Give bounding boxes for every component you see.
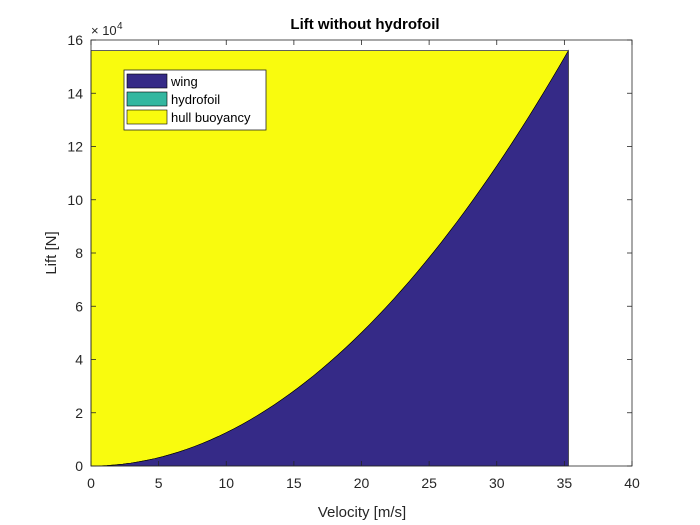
x-tick-label: 0 — [87, 475, 95, 491]
y-tick-label: 4 — [75, 352, 83, 368]
legend-label: wing — [170, 74, 198, 89]
y-tick-label: 0 — [75, 458, 83, 474]
y-multiplier-exponent: 4 — [117, 21, 123, 32]
x-tick-label: 25 — [421, 475, 437, 491]
y-multiplier-base: × 10 — [91, 23, 117, 38]
legend-label: hull buoyancy — [171, 110, 251, 125]
legend-label: hydrofoil — [171, 92, 220, 107]
y-tick-label: 10 — [67, 192, 83, 208]
y-tick-label: 14 — [67, 85, 83, 101]
plot-area — [90, 49, 569, 467]
y-tick-label: 6 — [75, 298, 83, 314]
legend: wing hydrofoil hull buoyancy — [123, 69, 267, 131]
legend-swatch — [126, 109, 168, 125]
x-tick-label: 15 — [286, 475, 302, 491]
y-axis-label: Lift [N] — [43, 231, 60, 274]
x-tick-label: 40 — [624, 475, 640, 491]
area-wing — [90, 49, 569, 467]
legend-swatch — [126, 73, 168, 89]
legend-swatch — [126, 91, 168, 107]
y-tick-label: 16 — [67, 32, 83, 48]
x-axis-ticks: 0 5 10 15 20 25 30 35 40 — [87, 40, 640, 491]
y-axis-ticks: 0 2 4 6 8 10 12 14 16 — [67, 32, 632, 474]
x-tick-label: 35 — [557, 475, 573, 491]
x-tick-label: 10 — [218, 475, 234, 491]
x-axis-label: Velocity [m/s] — [318, 504, 406, 521]
y-tick-label: 8 — [75, 245, 83, 261]
chart-title: Lift without hydrofoil — [290, 16, 439, 33]
y-tick-label: 2 — [75, 405, 83, 421]
x-tick-label: 30 — [489, 475, 505, 491]
y-tick-label: 12 — [67, 139, 83, 155]
x-tick-label: 5 — [155, 475, 163, 491]
x-tick-label: 20 — [354, 475, 370, 491]
